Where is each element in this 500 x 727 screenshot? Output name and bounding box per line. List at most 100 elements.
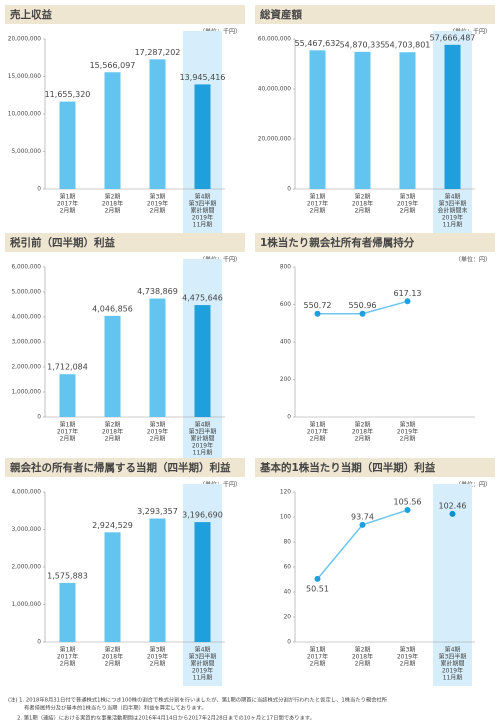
unit-label: （単位：円） (455, 481, 491, 489)
value-label: 11,655,320 (45, 90, 91, 99)
value-label: 54,870,335 (340, 40, 386, 49)
chart-panel: 総資産額（単位：千円）020,000,00040,000,00060,000,0… (255, 5, 495, 233)
y-tick-label: 800 (280, 265, 291, 271)
x-tick-label: 累計期間 (190, 207, 214, 215)
point (404, 298, 411, 305)
x-tick-label: 第4期 (195, 193, 211, 201)
bar (194, 84, 211, 189)
y-tick-label: 6,000,000 (11, 265, 41, 271)
x-tick-label: 第3四半期 (439, 200, 467, 208)
x-tick-label: 第1期 (310, 421, 326, 429)
bar (59, 101, 76, 189)
highlight-band (433, 484, 472, 686)
value-label: 17,287,202 (135, 48, 181, 57)
x-tick-label: 2月期 (60, 435, 76, 443)
x-tick-label: 2018年 (102, 428, 123, 436)
x-tick-label: 2月期 (150, 207, 166, 215)
point (314, 575, 321, 582)
value-label: 4,475,646 (182, 294, 223, 303)
point (359, 310, 366, 317)
x-tick-label: 第2期 (105, 421, 121, 429)
bar (104, 315, 121, 417)
x-tick-label: 2月期 (355, 207, 371, 215)
chart-title: 税引前（四半期）利益 (10, 236, 115, 249)
value-label: 1,575,883 (47, 571, 88, 580)
x-tick-label: 2月期 (355, 435, 371, 443)
x-tick-label: 第3四半期 (189, 200, 217, 208)
x-tick-label: 第1期 (310, 646, 326, 654)
x-tick-label: 第3期 (150, 421, 166, 429)
bar (194, 305, 211, 417)
value-label: 1,712,084 (47, 363, 88, 372)
x-tick-label: 2019年 (192, 442, 213, 450)
panel-header (255, 233, 495, 252)
value-label: 55,467,632 (295, 39, 341, 48)
value-label: 93.74 (351, 512, 374, 521)
y-tick-label: 0 (287, 640, 291, 646)
x-tick-label: 2017年 (307, 653, 328, 661)
x-tick-label: 累計期間 (190, 660, 214, 668)
value-label: 13,945,416 (180, 73, 226, 82)
value-label: 3,293,357 (137, 507, 178, 516)
chart-title: 1株当たり親会社所有者帰属持分 (260, 236, 415, 249)
value-label: 3,196,690 (182, 511, 223, 520)
chart-panel: 税引前（四半期）利益（単位：千円）01,000,0002,000,0003,00… (5, 233, 245, 461)
y-tick-label: 2,000,000 (11, 565, 41, 571)
x-tick-label: 第2期 (105, 646, 121, 654)
x-tick-label: 第4期 (445, 646, 461, 654)
x-tick-label: 第1期 (60, 193, 76, 201)
x-tick-label: 第2期 (355, 646, 371, 654)
chart-title: 総資産額 (260, 8, 302, 21)
chart-panel: 親会社の所有者に帰属する当期（四半期）利益（単位：千円）01,000,0002,… (5, 458, 245, 686)
x-tick-label: 2月期 (150, 660, 166, 668)
chart-panel: 売上収益（単位：千円）05,000,00010,000,00015,000,00… (5, 5, 245, 233)
y-tick-label: 400 (280, 340, 291, 346)
x-tick-label: 11月期 (443, 674, 463, 682)
y-tick-label: 4,000,000 (11, 490, 41, 496)
x-tick-label: 2月期 (105, 207, 121, 215)
x-tick-label: 2019年 (192, 667, 213, 675)
x-tick-label: 2月期 (150, 435, 166, 443)
point (404, 507, 411, 514)
y-tick-label: 3,000,000 (11, 340, 41, 346)
y-tick-label: 4,000,000 (11, 315, 41, 321)
note: 2. 第1期（連結）における実質的な事業活動期間は2016年4月14日から201… (17, 714, 315, 722)
value-label: 50.51 (306, 584, 329, 593)
x-tick-label: 2月期 (310, 435, 326, 443)
bar (104, 532, 121, 642)
x-tick-label: 2月期 (60, 660, 76, 668)
y-tick-label: 60 (284, 565, 292, 571)
y-tick-label: 100 (280, 515, 291, 521)
x-tick-label: 11月期 (443, 221, 463, 229)
bar (104, 72, 121, 189)
note: (注) 1. 2018年8月31日付で普通株式1株につき100株の割合で株式分割… (8, 696, 388, 704)
x-tick-label: 第3四半期 (439, 653, 467, 661)
bar (444, 44, 461, 189)
x-tick-label: 2月期 (310, 207, 326, 215)
x-tick-label: 2019年 (442, 214, 463, 222)
panel-header (5, 458, 245, 477)
y-tick-label: 20 (284, 615, 292, 621)
value-label: 102.46 (439, 501, 467, 510)
x-tick-label: 2月期 (105, 660, 121, 668)
x-tick-label: 11月期 (193, 674, 213, 682)
x-tick-label: 第3四半期 (189, 653, 217, 661)
bar (59, 582, 76, 642)
x-tick-label: 第4期 (195, 646, 211, 654)
bar (149, 298, 166, 417)
x-tick-label: 第1期 (60, 421, 76, 429)
value-label: 550.72 (304, 301, 332, 310)
x-tick-label: 第4期 (445, 193, 461, 201)
value-label: 15,566,097 (90, 61, 136, 70)
x-tick-label: 2018年 (352, 653, 373, 661)
x-tick-label: 累計期間 (190, 435, 214, 443)
y-tick-label: 0 (37, 187, 41, 193)
x-tick-label: 第3期 (150, 646, 166, 654)
y-tick-label: 600 (280, 302, 291, 308)
y-tick-label: 15,000,000 (8, 74, 42, 80)
x-tick-label: 2017年 (307, 200, 328, 208)
x-tick-label: 第2期 (355, 193, 371, 201)
x-tick-label: 2017年 (57, 653, 78, 661)
panel-header (5, 5, 245, 24)
